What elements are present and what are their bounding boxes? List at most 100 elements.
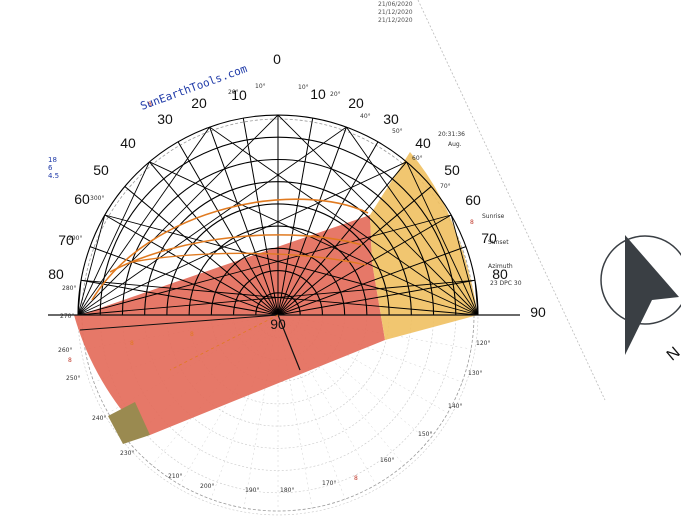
north-label: N xyxy=(664,344,681,364)
dark-patch xyxy=(108,402,150,444)
svg-text:Azimuth: Azimuth xyxy=(488,263,513,270)
azimuth-ray xyxy=(80,279,279,316)
left-tick-70: 70 xyxy=(58,232,74,248)
svg-text:170°: 170° xyxy=(322,480,336,487)
left-tick-60: 60 xyxy=(74,191,90,207)
svg-text:270°: 270° xyxy=(60,313,74,320)
ghost-ring xyxy=(77,314,479,516)
azimuth-ray xyxy=(124,186,279,316)
svg-text:20°: 20° xyxy=(228,89,239,96)
side-mark-1: 18 xyxy=(48,156,57,164)
svg-text:230°: 230° xyxy=(120,450,134,457)
hour-line-left xyxy=(77,114,279,316)
ghost-ray xyxy=(277,314,313,513)
azimuth-ray xyxy=(277,246,467,316)
hour-line-right xyxy=(450,214,479,316)
svg-text:Aug.: Aug. xyxy=(448,141,462,148)
hour-line-left xyxy=(77,279,476,316)
right-tick-80: 80 xyxy=(492,266,508,282)
ghost-ray xyxy=(277,314,347,504)
svg-text:10°: 10° xyxy=(255,83,266,90)
dial-minor-labels: 20° 10° 10° 20° 40° 50° 60° 70° 20:31:36 Aug.… xyxy=(58,83,522,494)
svg-text:140°: 140° xyxy=(448,403,462,410)
hour-line-right xyxy=(406,161,479,316)
svg-text:60°: 60° xyxy=(412,155,423,162)
date-legend: 21/06/2020 21/12/2020 21/12/2020 xyxy=(378,1,413,24)
date-legend-1: 21/06/2020 xyxy=(378,1,413,8)
hour-line-left xyxy=(77,126,210,316)
azimuth-ray xyxy=(89,246,279,316)
svg-text:20°: 20° xyxy=(330,91,341,98)
svg-text:190°: 190° xyxy=(245,487,259,494)
svg-text:Sunrise: Sunrise xyxy=(482,213,505,220)
hour-line-left xyxy=(77,280,82,316)
svg-text:180°: 180° xyxy=(280,487,294,494)
hour-line-right xyxy=(474,280,479,316)
right-tick-60: 60 xyxy=(465,192,481,208)
ghost-ring xyxy=(144,314,412,449)
ghost-ray xyxy=(277,314,452,416)
svg-text:8: 8 xyxy=(470,219,474,226)
azimuth-ray xyxy=(277,141,379,316)
left-tick-40: 40 xyxy=(120,135,136,151)
azimuth-ray xyxy=(277,126,347,316)
sun-path-summer xyxy=(91,198,369,301)
date-legend-3: 21/12/2020 xyxy=(378,17,413,24)
left-altitude-labels: 20 30 40 50 60 70 80 xyxy=(48,95,207,282)
svg-text:250°: 250° xyxy=(66,375,80,382)
sun-path-winter xyxy=(131,252,367,266)
north-compass-icon: N xyxy=(600,235,681,364)
hour-line-left xyxy=(77,214,106,316)
svg-text:200°: 200° xyxy=(200,483,214,490)
svg-text:Sunset: Sunset xyxy=(488,239,509,246)
hour-line-left xyxy=(77,126,347,316)
shadow-rays xyxy=(79,314,301,371)
azimuth-ray xyxy=(104,214,279,316)
azimuth-ray xyxy=(177,141,279,316)
date-legend-2: 21/12/2020 xyxy=(378,9,413,16)
right-tick-40: 40 xyxy=(415,135,431,151)
svg-text:23 DPC 30: 23 DPC 30 xyxy=(490,280,522,287)
hour-line-left xyxy=(77,161,407,316)
azimuth-ray xyxy=(277,186,432,316)
left-tick-80: 80 xyxy=(48,266,64,282)
side-mark-2: 6 xyxy=(48,164,53,172)
center-label: 90 xyxy=(270,316,286,332)
top-tick-left: 10 xyxy=(231,87,247,103)
left-tick-20: 20 xyxy=(191,95,207,111)
svg-text:40°: 40° xyxy=(360,113,371,120)
hour-line-right xyxy=(346,126,479,316)
right-tick-50: 50 xyxy=(444,162,460,178)
svg-text:120°: 120° xyxy=(476,340,490,347)
page-edge-line xyxy=(417,0,606,401)
svg-text:130°: 130° xyxy=(468,370,482,377)
ghost-ray xyxy=(277,314,432,444)
hour-line-right xyxy=(149,161,479,316)
svg-text:150°: 150° xyxy=(418,431,432,438)
svg-text:210°: 210° xyxy=(168,473,182,480)
ghost-ray xyxy=(277,314,379,489)
hour-line-left xyxy=(77,161,150,316)
hour-line-right xyxy=(277,114,479,316)
svg-text:8: 8 xyxy=(68,357,72,364)
east-label: 90 xyxy=(530,304,546,320)
svg-text:70°: 70° xyxy=(440,183,451,190)
shadow-region xyxy=(74,215,385,435)
left-tick-50: 50 xyxy=(93,162,109,178)
hour-line-left xyxy=(77,214,452,316)
svg-text:8: 8 xyxy=(354,475,358,482)
azimuth-ray xyxy=(277,117,314,316)
svg-text:50°: 50° xyxy=(392,128,403,135)
ghost-ray xyxy=(209,314,279,504)
ghost-ray xyxy=(243,314,279,513)
svg-text:8: 8 xyxy=(130,340,134,347)
left-tick-30: 30 xyxy=(157,111,173,127)
azimuth-ray xyxy=(277,279,476,316)
svg-text:20:31:36: 20:31:36 xyxy=(438,131,465,138)
svg-text:8: 8 xyxy=(148,101,152,108)
right-altitude-labels: 10 20 30 40 50 60 70 80 xyxy=(348,95,508,282)
svg-text:280°: 280° xyxy=(62,285,76,292)
svg-text:260°: 260° xyxy=(58,347,72,354)
svg-text:8: 8 xyxy=(190,331,194,338)
